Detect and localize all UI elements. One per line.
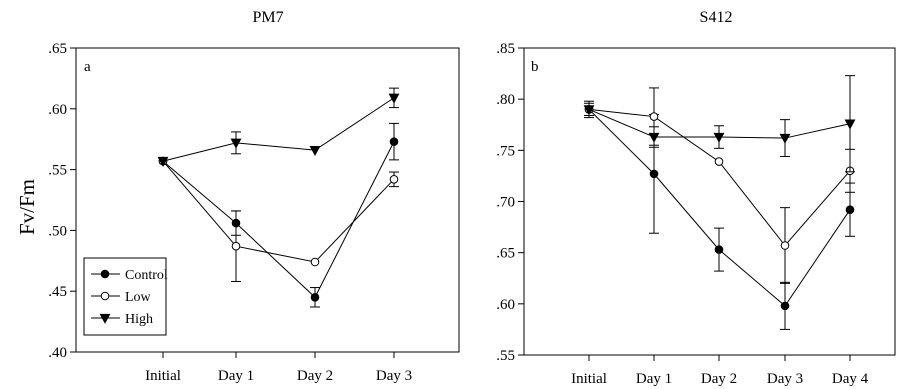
series-line [162,141,395,299]
legend-item-low: Low [91,290,152,305]
series-high [157,87,400,167]
x-tick-label: Day 3 [376,368,412,384]
x-tick-label: Day 1 [636,371,672,387]
series-low [158,156,399,282]
data-point [231,241,241,251]
legend-marker [100,291,110,301]
y-tick-label: .45 [48,284,67,300]
y-axis-label: Fv/Fm [15,179,39,235]
y-tick-label: .65 [48,41,67,57]
data-point [583,105,595,116]
y-tick-label: .55 [48,163,67,179]
plot-area-frame [75,47,460,353]
x-tick-label: Day 2 [701,371,737,387]
data-point [388,93,400,104]
legend-label: High [125,312,153,327]
y-tick-label: .60 [48,102,67,118]
data-point [714,157,724,166]
data-point [310,257,320,267]
y-tick-label: .85 [496,41,515,57]
data-point [389,137,399,146]
data-point [230,138,242,149]
panel-label: a [84,59,91,75]
legend-label: Control [125,268,168,283]
y-tick-label: .50 [48,223,67,239]
data-point [779,133,791,144]
data-point [389,175,399,184]
legend-label: Low [125,290,152,305]
series-control [158,122,399,308]
y-tick-label: .55 [496,348,515,364]
y-tick-label: .75 [496,143,515,159]
x-tick-label: Day 3 [767,371,803,387]
chart-title: PM7 [252,9,283,26]
data-point [714,245,724,254]
data-point [649,169,659,179]
y-tick-label: .60 [496,297,515,313]
legend-item-control: Control [91,268,168,283]
series-line [162,97,395,162]
y-tick-label: .40 [48,345,67,361]
x-tick-label: Initial [145,368,181,384]
legend-marker [99,313,111,324]
x-tick-label: Day 1 [218,368,254,384]
data-point [309,145,321,157]
data-point [157,156,169,167]
data-point [780,241,790,250]
data-point [649,112,659,121]
x-tick-label: Day 4 [832,371,869,387]
data-point [648,132,660,143]
legend-marker [100,269,110,279]
series-line [162,160,395,263]
y-tick-label: .80 [496,92,515,108]
legend-item-high: High [91,312,153,327]
plot-area-frame [523,47,896,356]
y-tick-label: .70 [496,195,515,211]
series-high [583,75,856,173]
data-point [713,132,725,143]
legend: Control Low High [83,257,168,336]
chart-panel-pm7: PM7 a .40 .45 .50 .55 .60 .65 Initial Day 1 Day … [48,9,460,384]
y-tick-label: .65 [496,246,515,262]
data-point [780,301,790,311]
chart-title: S412 [700,9,733,26]
data-point [844,119,856,130]
panel-label: b [531,59,539,75]
x-tick-label: Day 2 [297,368,333,384]
data-point [845,205,855,214]
x-tick-label: Initial [571,371,607,387]
chart-panel-s412: S412 b .55 .60 .65 .70 .75 .80 .85 Initial Day 1… [496,9,896,387]
data-point [310,292,320,302]
